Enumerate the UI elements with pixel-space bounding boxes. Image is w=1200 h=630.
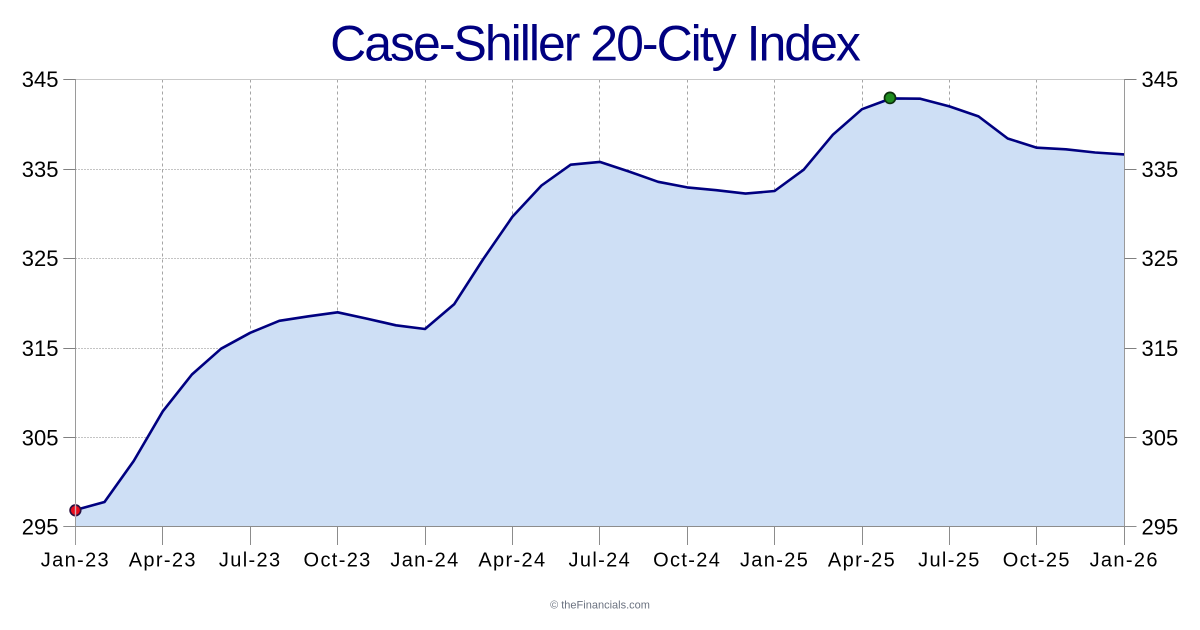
svg-text:345: 345: [1142, 67, 1179, 92]
svg-text:Oct-25: Oct-25: [1003, 550, 1071, 572]
svg-text:Oct-23: Oct-23: [304, 550, 372, 572]
svg-text:335: 335: [1142, 157, 1179, 182]
svg-text:Jan-23: Jan-23: [41, 550, 110, 572]
svg-text:© theFinancials.com: © theFinancials.com: [550, 599, 650, 611]
svg-text:Case-Shiller 20-City Index: Case-Shiller 20-City Index: [330, 16, 861, 72]
svg-text:Jul-23: Jul-23: [219, 550, 282, 572]
svg-text:Apr-23: Apr-23: [129, 550, 197, 572]
svg-text:345: 345: [22, 67, 59, 92]
svg-text:Jul-24: Jul-24: [569, 550, 632, 572]
svg-text:315: 315: [22, 336, 59, 361]
svg-text:Apr-24: Apr-24: [478, 550, 546, 572]
svg-text:Jan-25: Jan-25: [740, 550, 809, 572]
svg-text:295: 295: [22, 514, 59, 539]
svg-text:Apr-25: Apr-25: [828, 550, 896, 572]
svg-text:325: 325: [1142, 246, 1179, 271]
svg-text:305: 305: [1142, 425, 1179, 450]
svg-text:Oct-24: Oct-24: [653, 550, 721, 572]
svg-text:325: 325: [22, 246, 59, 271]
svg-text:Jan-26: Jan-26: [1090, 550, 1159, 572]
svg-text:305: 305: [22, 425, 59, 450]
svg-text:Jan-24: Jan-24: [390, 550, 459, 572]
svg-text:315: 315: [1142, 336, 1179, 361]
svg-text:295: 295: [1142, 514, 1179, 539]
svg-text:Jul-25: Jul-25: [918, 550, 981, 572]
svg-text:335: 335: [22, 157, 59, 182]
